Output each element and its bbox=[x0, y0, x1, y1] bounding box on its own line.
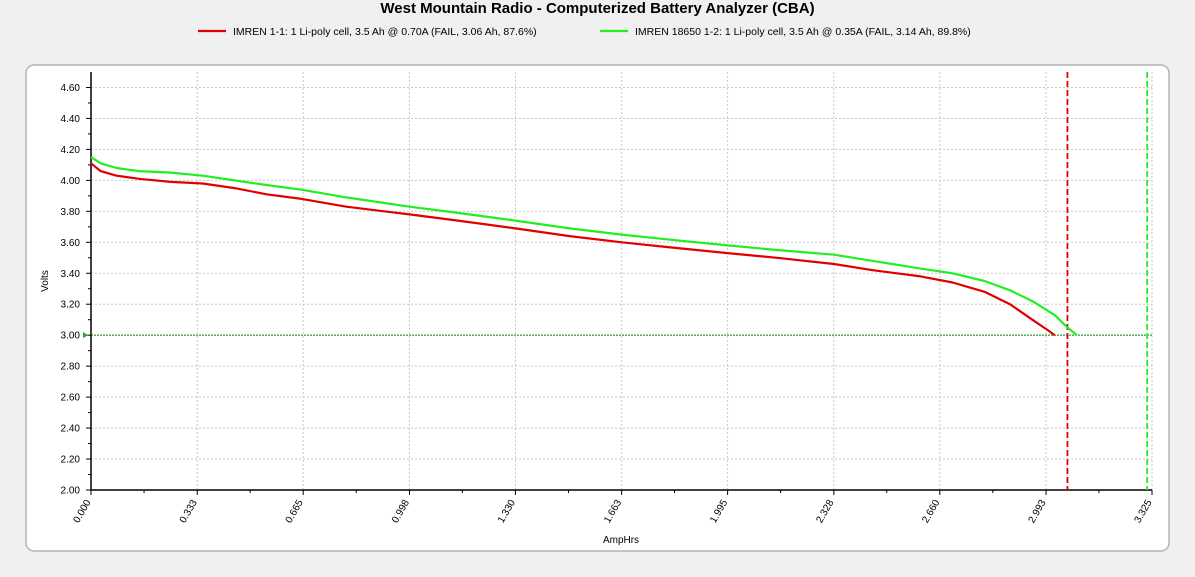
grid bbox=[90, 72, 1153, 491]
legend-label-1: IMREN 1-1: 1 Li-poly cell, 3.5 Ah @ 0.70… bbox=[233, 26, 537, 38]
y-tick-label: 3.40 bbox=[61, 269, 81, 280]
plot-panel bbox=[25, 64, 1170, 552]
y-tick-label: 2.20 bbox=[61, 455, 81, 466]
series-layer bbox=[90, 72, 1149, 490]
y-tick-label: 4.40 bbox=[61, 114, 81, 125]
y-tick-label: 4.00 bbox=[61, 176, 81, 187]
y-tick-label: 2.00 bbox=[61, 486, 81, 497]
y-tick-label: 3.00 bbox=[61, 331, 81, 342]
cutoff-marker-icon bbox=[83, 332, 88, 339]
y-tick-label: 3.80 bbox=[61, 207, 81, 218]
y-axis-label: Volts bbox=[40, 270, 51, 292]
series-line-2 bbox=[90, 156, 1078, 337]
y-tick-label: 4.20 bbox=[61, 145, 81, 156]
y-tick-label: 3.60 bbox=[61, 238, 81, 249]
chart-title: West Mountain Radio - Computerized Batte… bbox=[380, 0, 815, 17]
y-tick-label: 2.60 bbox=[61, 393, 81, 404]
legend: IMREN 1-1: 1 Li-poly cell, 3.5 Ah @ 0.70… bbox=[198, 26, 971, 38]
y-tick-label: 4.60 bbox=[61, 83, 81, 94]
y-tick-label: 3.20 bbox=[61, 300, 81, 311]
x-axis-label: AmpHrs bbox=[603, 535, 639, 546]
series-line-1 bbox=[90, 162, 1056, 337]
legend-label-2: IMREN 18650 1-2: 1 Li-poly cell, 3.5 Ah … bbox=[635, 26, 971, 38]
y-tick-label: 2.40 bbox=[61, 424, 81, 435]
y-tick-label: 2.80 bbox=[61, 362, 81, 373]
